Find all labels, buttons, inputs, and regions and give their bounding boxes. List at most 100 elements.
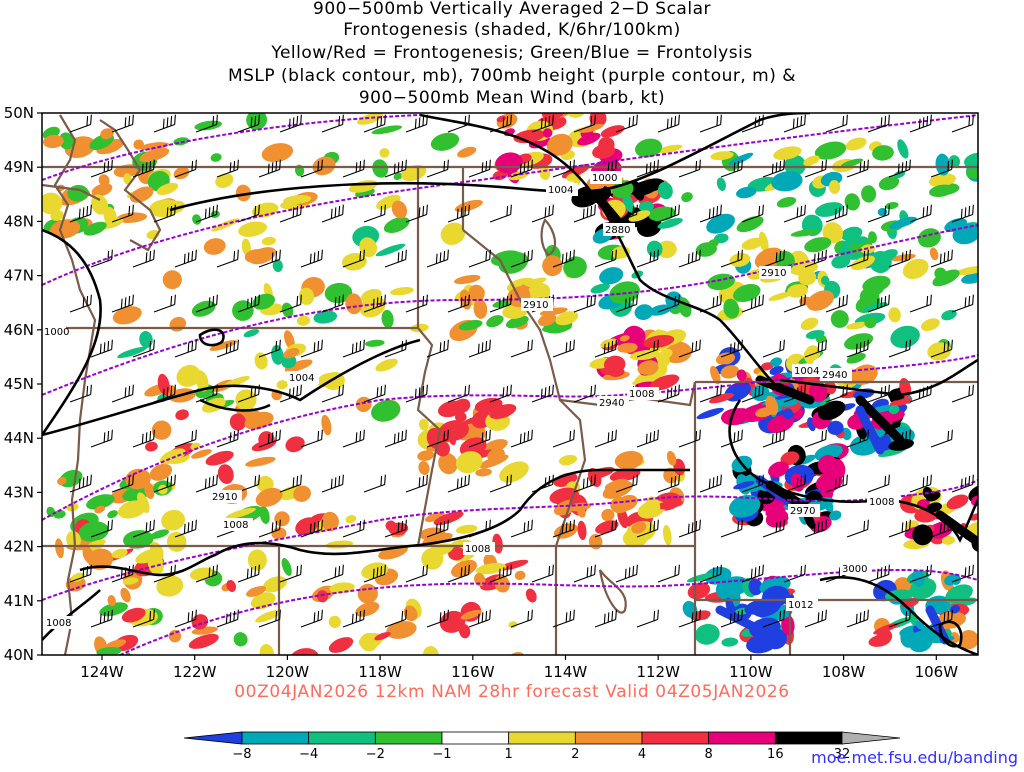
colorbar-tick-label: 1	[505, 747, 513, 762]
wind-barb	[909, 384, 932, 403]
forecast-valid-caption: 00Z04JAN2026 12km NAM 28hr forecast Vali…	[234, 682, 790, 702]
wind-barb	[783, 114, 806, 133]
longitude-label: 106W	[915, 663, 959, 681]
wind-barb	[552, 429, 575, 448]
wind-barb	[90, 249, 113, 268]
wind-barb	[153, 474, 176, 493]
longitude-label: 118W	[358, 663, 402, 681]
wind-barb	[636, 429, 659, 448]
wind-barb	[951, 474, 974, 493]
wind-barb	[846, 429, 869, 448]
wind-barb	[447, 204, 470, 223]
wind-barb	[783, 564, 806, 583]
wind-barb	[657, 564, 680, 583]
wind-barb	[699, 204, 722, 223]
colorbar-segment	[441, 731, 510, 745]
wind-barb	[489, 204, 512, 223]
longitude-label: 110W	[729, 663, 773, 681]
mslp-label: 1008	[465, 544, 490, 555]
longitude-label: 112W	[636, 663, 680, 681]
mslp-label: 1008	[46, 618, 71, 629]
wind-barb	[132, 519, 155, 538]
colorbar-tick-label: 16	[767, 747, 784, 762]
wind-barb	[762, 249, 785, 268]
wind-barb	[552, 519, 575, 538]
wind-barb	[321, 204, 344, 223]
wind-barb	[258, 429, 281, 448]
wind-barbs	[69, 114, 974, 628]
wind-barb	[720, 609, 743, 628]
wind-barb	[258, 159, 281, 178]
wind-barb	[384, 249, 407, 268]
wind-barb	[762, 159, 785, 178]
wind-barb	[405, 384, 428, 403]
wind-barb	[720, 249, 743, 268]
wind-barb	[804, 159, 827, 178]
colorbar-tick-label: −1	[432, 747, 451, 762]
wind-barb	[552, 159, 575, 178]
wind-barb	[510, 159, 533, 178]
wind-barb	[930, 519, 953, 538]
wind-barb	[657, 294, 680, 313]
wind-barb	[405, 204, 428, 223]
wind-barb	[258, 339, 281, 358]
wind-barb	[636, 609, 659, 628]
latitude-label: 40N	[4, 646, 34, 664]
latitude-label: 49N	[4, 158, 34, 176]
wind-barb	[174, 429, 197, 448]
wind-barb	[489, 384, 512, 403]
wind-barb	[489, 474, 512, 493]
colorbar: −8 −4 −2 −1 1 2 4 8 16 32	[183, 731, 901, 762]
latitude-label: 47N	[4, 267, 34, 285]
colorbar-tick-label: −4	[299, 747, 318, 762]
wind-barb	[741, 204, 764, 223]
wind-barb	[321, 294, 344, 313]
title-line-1: 900−500mb Vertically Averaged 2−D Scalar	[313, 0, 711, 19]
wind-barb	[174, 339, 197, 358]
wind-barb	[930, 429, 953, 448]
wind-barb	[279, 114, 302, 133]
wind-barb	[153, 294, 176, 313]
wind-barb	[258, 249, 281, 268]
wind-barb	[552, 339, 575, 358]
wind-barb	[300, 339, 323, 358]
wind-barb	[447, 114, 470, 133]
wind-barb	[825, 474, 848, 493]
wind-barb	[531, 114, 554, 133]
wind-barb	[342, 339, 365, 358]
wind-barb	[951, 384, 974, 403]
wind-barb	[279, 564, 302, 583]
wind-barb	[657, 204, 680, 223]
wind-barb	[783, 384, 806, 403]
wind-barb	[174, 609, 197, 628]
wind-barb	[678, 429, 701, 448]
mslp-label: 1004	[289, 373, 314, 384]
wind-barb	[762, 519, 785, 538]
wind-barb	[363, 384, 386, 403]
wind-barb	[867, 384, 890, 403]
wind-barb	[363, 564, 386, 583]
wind-barb	[720, 519, 743, 538]
wind-barb	[342, 249, 365, 268]
mslp-label: 1004	[548, 185, 573, 196]
wind-barb	[216, 159, 239, 178]
wind-barb	[489, 294, 512, 313]
colorbar-segment	[508, 731, 576, 745]
wind-barb	[909, 114, 932, 133]
colorbar-tick-label: −8	[232, 747, 251, 762]
wind-barb	[447, 564, 470, 583]
wind-barb	[111, 564, 134, 583]
wind-barb	[195, 564, 218, 583]
wind-barb	[615, 294, 638, 313]
height-label: 2880	[605, 225, 630, 236]
wind-barb	[237, 564, 260, 583]
mslp-label: 1000	[592, 173, 617, 184]
wind-barb	[930, 249, 953, 268]
wind-barb	[300, 519, 323, 538]
wind-barb	[888, 609, 911, 628]
wind-barb	[111, 474, 134, 493]
wind-barb	[846, 339, 869, 358]
longitude-label: 108W	[822, 663, 866, 681]
latitude-label: 46N	[4, 321, 34, 339]
